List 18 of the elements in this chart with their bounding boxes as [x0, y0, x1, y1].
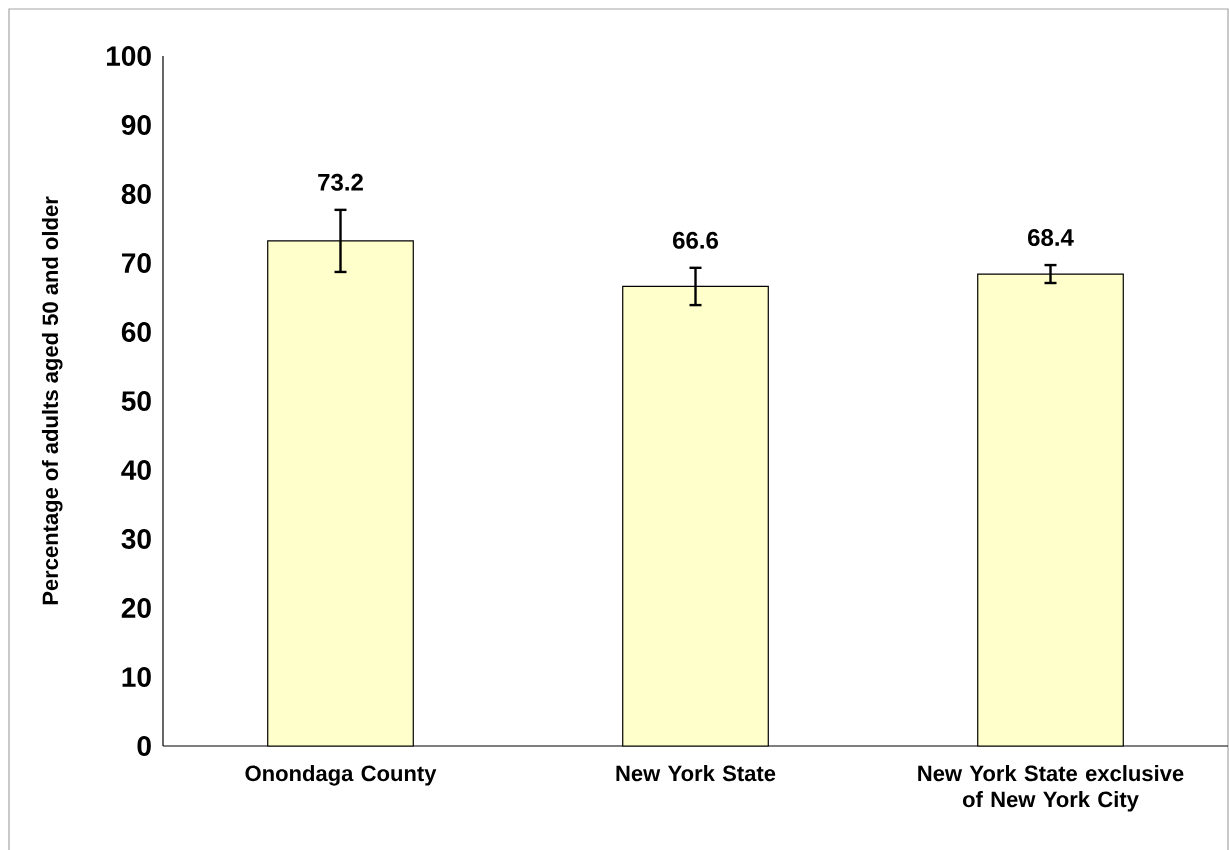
y-tick-label: 100: [106, 46, 151, 66]
y-tick-label: 70: [122, 253, 151, 273]
y-tick-label: 10: [122, 667, 151, 687]
data-label: 73.2: [318, 173, 363, 191]
y-tick-label: 40: [121, 460, 151, 480]
y-tick-label: 50: [121, 391, 151, 411]
y-tick-label: 0: [137, 736, 151, 756]
y-tick-label: 20: [121, 598, 151, 618]
y-tick-label: 90: [121, 115, 151, 135]
data-label: 68.4: [1028, 229, 1074, 247]
x-tick-label: Onondaga County: [245, 765, 437, 786]
x-tick-label: New York State exclusive of New York City: [918, 765, 1184, 812]
x-tick-label: New York State: [616, 765, 776, 782]
y-tick-label: 60: [121, 322, 151, 342]
y-axis-title: Percentage of adults aged 50 and older: [41, 196, 63, 605]
data-label: 66.6: [673, 231, 718, 249]
y-tick-label: 80: [121, 184, 151, 204]
y-tick-label: 30: [121, 529, 151, 549]
